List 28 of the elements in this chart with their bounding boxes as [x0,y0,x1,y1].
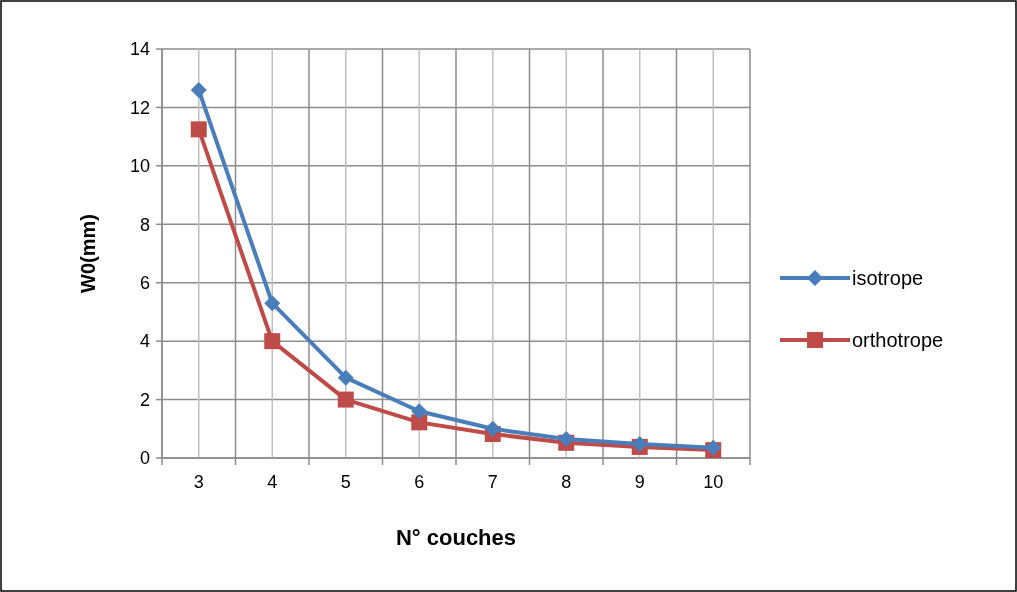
y-tick-label: 14 [129,39,150,60]
x-axis-title: N° couches [395,525,517,550]
x-tick-label: 6 [414,472,425,492]
x-tick-label: 8 [561,472,572,492]
x-tick-label: 4 [267,472,278,492]
y-axis-title: W0(mm) [77,214,99,293]
point [337,369,354,386]
y-tick-label: 4 [139,331,150,352]
y-tick-label: 10 [129,156,150,177]
point [337,391,354,408]
point [264,295,281,312]
point [264,333,281,350]
point [190,81,207,98]
point [190,121,207,138]
y-tick-label: 8 [139,214,150,235]
x-tick-label: 9 [634,472,645,492]
point [411,403,428,420]
y-tick-label: 12 [129,97,150,118]
x-tick-label: 3 [193,472,204,492]
y-tick-label: 0 [139,448,150,469]
x-tick-label: 7 [487,472,498,492]
legend-label: orthotrope [852,329,944,351]
y-tick-label: 6 [139,273,150,294]
x-tick-label: 10 [703,472,724,492]
x-tick-label: 5 [340,472,351,492]
y-tick-label: 2 [139,389,150,410]
legend-label: isotrope [852,267,924,289]
point [484,420,501,437]
